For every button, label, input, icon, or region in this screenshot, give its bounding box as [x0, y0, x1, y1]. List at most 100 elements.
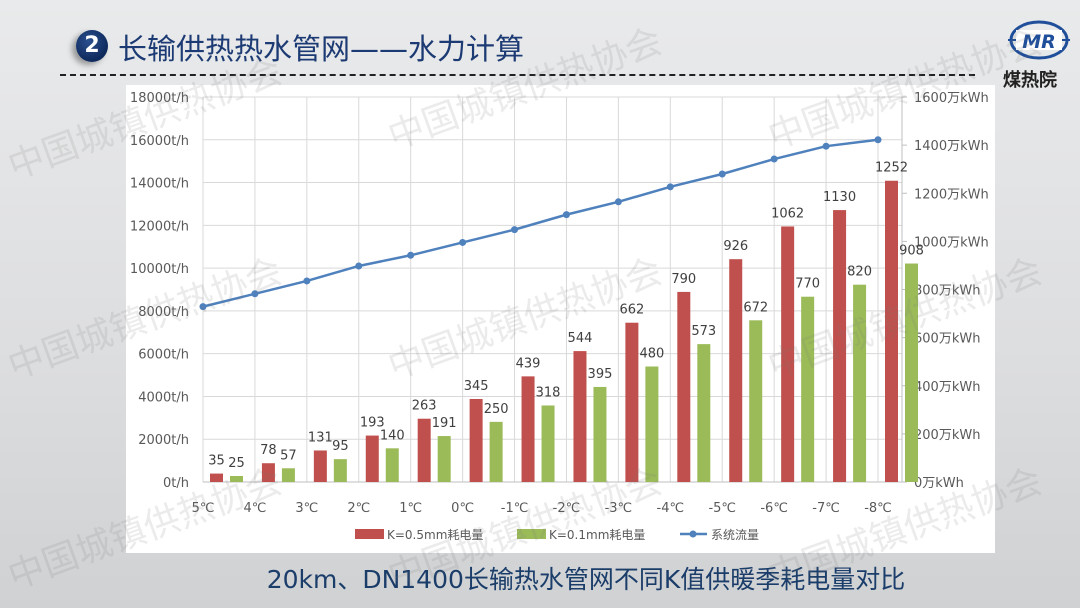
bar-k01	[437, 436, 451, 482]
bar-k05	[261, 463, 275, 482]
flow-point	[303, 277, 311, 285]
x-tick-label: 2℃	[347, 501, 370, 516]
bar-k05	[469, 398, 483, 482]
bar-k01	[749, 320, 763, 482]
x-tick-label: 3℃	[295, 501, 318, 516]
chart-panel: 0t/h 2000t/h 4000t/h 6000t/h 8000t/h 10000t/h…	[126, 85, 995, 553]
left-axis-ticks: 0t/h 2000t/h 4000t/h 6000t/h 8000t/h 10000t/h…	[130, 91, 189, 491]
right-tick-label: 600万kWh	[914, 332, 980, 347]
bar-label-k05: 1252	[875, 161, 908, 176]
left-tick-label: 10000t/h	[130, 262, 189, 277]
bar-k01	[905, 263, 918, 482]
bar-label-k05: 1130	[823, 190, 856, 205]
flow-point	[562, 211, 570, 219]
bar-k01	[853, 284, 867, 482]
right-tick-label: 200万kWh	[914, 428, 980, 443]
bar-label-k05: 439	[516, 356, 541, 371]
bar-label-k05: 131	[308, 430, 333, 445]
bar-k05	[833, 210, 847, 482]
bar-k01	[385, 448, 399, 482]
bar-k05	[210, 473, 223, 482]
bar-label-k05: 193	[360, 416, 385, 431]
x-tick-label: -8℃	[864, 501, 892, 516]
left-tick-label: 18000t/h	[130, 91, 189, 106]
logo-icon: MR	[1008, 20, 1070, 60]
x-tick-label: -7℃	[812, 501, 840, 516]
x-tick-label: -1℃	[501, 501, 529, 516]
bar-k01	[489, 421, 503, 482]
bar-k05	[521, 376, 535, 482]
right-tick-label: 0万kWh	[914, 476, 964, 491]
bar-label-k01: 191	[432, 416, 457, 431]
bar-k05	[573, 351, 587, 482]
left-tick-label: 8000t/h	[138, 305, 189, 320]
flow-point	[199, 303, 207, 311]
flow-point	[251, 290, 259, 298]
flow-point	[770, 155, 778, 163]
bar-k01	[541, 405, 555, 482]
bar-k01	[801, 296, 815, 482]
x-axis-ticks: 5℃ 4℃ 3℃ 2℃ 1℃ 0℃ -1℃ -2℃ -3℃ -4℃ -5℃ -6℃ -7℃ -8℃	[192, 501, 892, 516]
right-tick-label: 1600万kWh	[914, 91, 989, 106]
legend-swatch-k05	[355, 529, 384, 539]
x-tick-label: -3℃	[605, 501, 633, 516]
bar-label-k01: 318	[536, 385, 561, 400]
legend-label-k05: K=0.5mm耗电量	[387, 528, 483, 542]
right-tick-label: 1200万kWh	[914, 187, 989, 202]
bar-label-k01: 140	[380, 428, 405, 443]
right-tick-label: 1000万kWh	[914, 235, 989, 250]
slide-header: 2 长输供热热水管网——水力计算 MR 煤热院	[0, 0, 1080, 91]
bar-k05	[625, 322, 639, 482]
chart: 0t/h 2000t/h 4000t/h 6000t/h 8000t/h 10000t/h…	[130, 91, 989, 542]
right-tick-label: 400万kWh	[914, 380, 980, 395]
x-tick-label: 1℃	[399, 501, 422, 516]
bar-k05	[781, 226, 795, 482]
bar-k01	[593, 386, 607, 482]
bar-label-k01: 57	[280, 448, 297, 463]
bar-label-k01: 672	[743, 300, 768, 315]
bar-label-k01: 25	[228, 456, 245, 471]
flow-point	[822, 142, 830, 150]
bar-label-k01: 908	[899, 244, 924, 259]
bar-label-k01: 395	[588, 367, 613, 382]
flow-point	[407, 251, 415, 259]
flow-point	[355, 262, 363, 270]
bar-k05	[417, 418, 431, 482]
logo-name: 煤热院	[1003, 70, 1057, 91]
bar-label-k01: 250	[484, 402, 509, 417]
x-tick-label: -2℃	[553, 501, 581, 516]
x-tick-label: 5℃	[192, 501, 215, 516]
bar-k05	[365, 435, 379, 482]
legend: K=0.5mm耗电量 K=0.1mm耗电量 系统流量	[355, 528, 759, 542]
bar-label-k05: 1062	[771, 206, 804, 221]
left-tick-label: 0t/h	[163, 476, 189, 491]
right-tick-label: 800万kWh	[914, 284, 980, 299]
bar-k01	[645, 366, 659, 482]
bar-k05	[313, 450, 327, 482]
left-tick-label: 12000t/h	[130, 219, 189, 234]
bar-label-k05: 345	[464, 379, 489, 394]
page-title: 长输供热热水管网——水力计算	[118, 32, 525, 66]
legend-swatch-flow-marker	[689, 530, 697, 538]
flow-point	[718, 170, 726, 178]
bar-k01	[697, 344, 711, 482]
bar-k01	[281, 468, 295, 482]
left-tick-label: 16000t/h	[130, 134, 189, 149]
bars	[210, 180, 918, 483]
flow-line	[202, 138, 879, 308]
x-tick-label: -4℃	[657, 501, 685, 516]
bar-label-k05: 263	[412, 399, 437, 414]
flow-point	[614, 198, 622, 206]
bar-label-k01: 820	[847, 265, 872, 280]
right-axis-ticks: 0万kWh 200万kWh 400万kWh 600万kWh 800万kWh 1000万kW…	[902, 91, 989, 491]
bar-k01	[230, 475, 243, 482]
legend-label-k01: K=0.1mm耗电量	[549, 528, 645, 542]
flow-point	[511, 226, 519, 234]
legend-label-flow: 系统流量	[711, 528, 759, 542]
logo-mark: MR	[1022, 31, 1056, 53]
flow-point	[874, 136, 882, 144]
x-tick-label: 0℃	[451, 501, 474, 516]
bar-label-k01: 573	[691, 324, 716, 339]
bar-label-k01: 480	[639, 347, 664, 362]
bar-k05	[729, 259, 743, 482]
